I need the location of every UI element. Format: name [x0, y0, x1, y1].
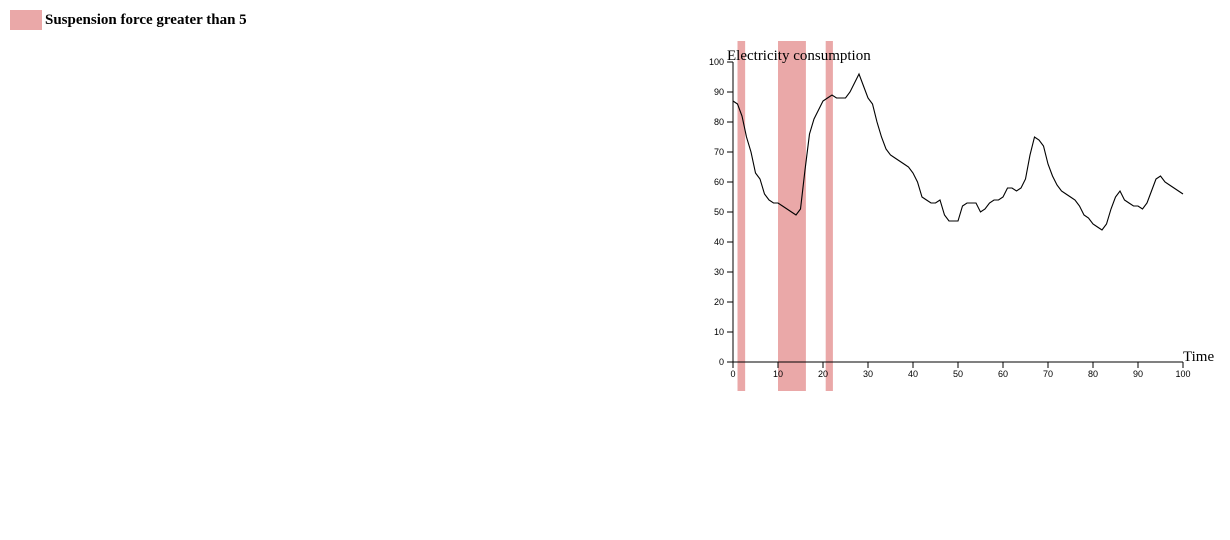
y-axis-title: Electricity consumption [727, 48, 871, 64]
x-tick-label-60: 60 [998, 369, 1008, 379]
y-tick-label-90: 90 [714, 87, 724, 97]
x-tick-label-20: 20 [818, 369, 828, 379]
y-tick-label-40: 40 [714, 237, 724, 247]
x-tick-label-100: 100 [1175, 369, 1190, 379]
highlight-band-0 [737, 41, 746, 391]
y-tick-label-10: 10 [714, 327, 724, 337]
electricity-consumption-line [732, 72, 1184, 231]
legend-swatch [10, 10, 42, 30]
highlight-band-2 [825, 41, 833, 391]
x-tick-label-30: 30 [863, 369, 873, 379]
x-tick-label-90: 90 [1133, 369, 1143, 379]
legend-label: Suspension force greater than 5 [45, 11, 247, 28]
y-tick-label-30: 30 [714, 267, 724, 277]
x-tick-label-50: 50 [953, 369, 963, 379]
y-tick-label-0: 0 [719, 357, 724, 367]
y-tick-label-80: 80 [714, 117, 724, 127]
y-tick-label-70: 70 [714, 147, 724, 157]
x-tick-label-80: 80 [1088, 369, 1098, 379]
y-tick-label-60: 60 [714, 177, 724, 187]
x-tick-label-0: 0 [730, 369, 735, 379]
y-axis: 0 10 20 30 40 50 60 70 80 90 100 [709, 57, 734, 367]
x-tick-label-40: 40 [908, 369, 918, 379]
legend: Suspension force greater than 5 [10, 10, 247, 30]
x-axis-title: Time [1183, 349, 1214, 365]
y-tick-label-20: 20 [714, 297, 724, 307]
x-tick-label-10: 10 [773, 369, 783, 379]
y-tick-label-100: 100 [709, 57, 724, 67]
x-axis: 0 10 20 30 40 50 60 70 80 90 100 [730, 361, 1191, 379]
highlight-band-1 [778, 41, 806, 391]
y-tick-label-50: 50 [714, 207, 724, 217]
x-tick-label-70: 70 [1043, 369, 1053, 379]
highlight-bands [737, 41, 833, 391]
